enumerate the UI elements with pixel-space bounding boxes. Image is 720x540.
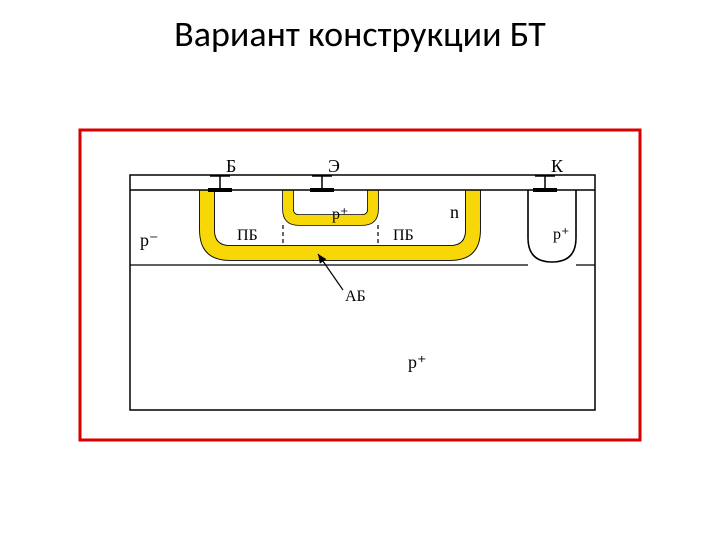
- label-p_plus_k: p⁺: [553, 224, 569, 244]
- terminal-E: Э: [310, 156, 340, 192]
- transistor-diagram: БЭК: [0, 0, 720, 540]
- terminal-label-E: Э: [328, 156, 340, 176]
- terminal-B: Б: [208, 156, 236, 192]
- label-AB: АБ: [345, 288, 366, 306]
- terminal-label-B: Б: [226, 156, 236, 176]
- label-PB_right: ПБ: [393, 227, 414, 245]
- label-n: n: [450, 202, 459, 223]
- terminal-K: К: [533, 156, 564, 192]
- label-p_plus_sub: p⁺: [408, 352, 427, 373]
- label-p_plus_e: p⁺: [332, 204, 348, 224]
- slide: Вариант конструкции БТ БЭК p⁻ПБp⁺ПБnp: [0, 0, 720, 540]
- terminal-label-K: К: [551, 156, 564, 176]
- label-p_minus: p⁻: [140, 230, 159, 251]
- label-PB_left: ПБ: [237, 227, 258, 245]
